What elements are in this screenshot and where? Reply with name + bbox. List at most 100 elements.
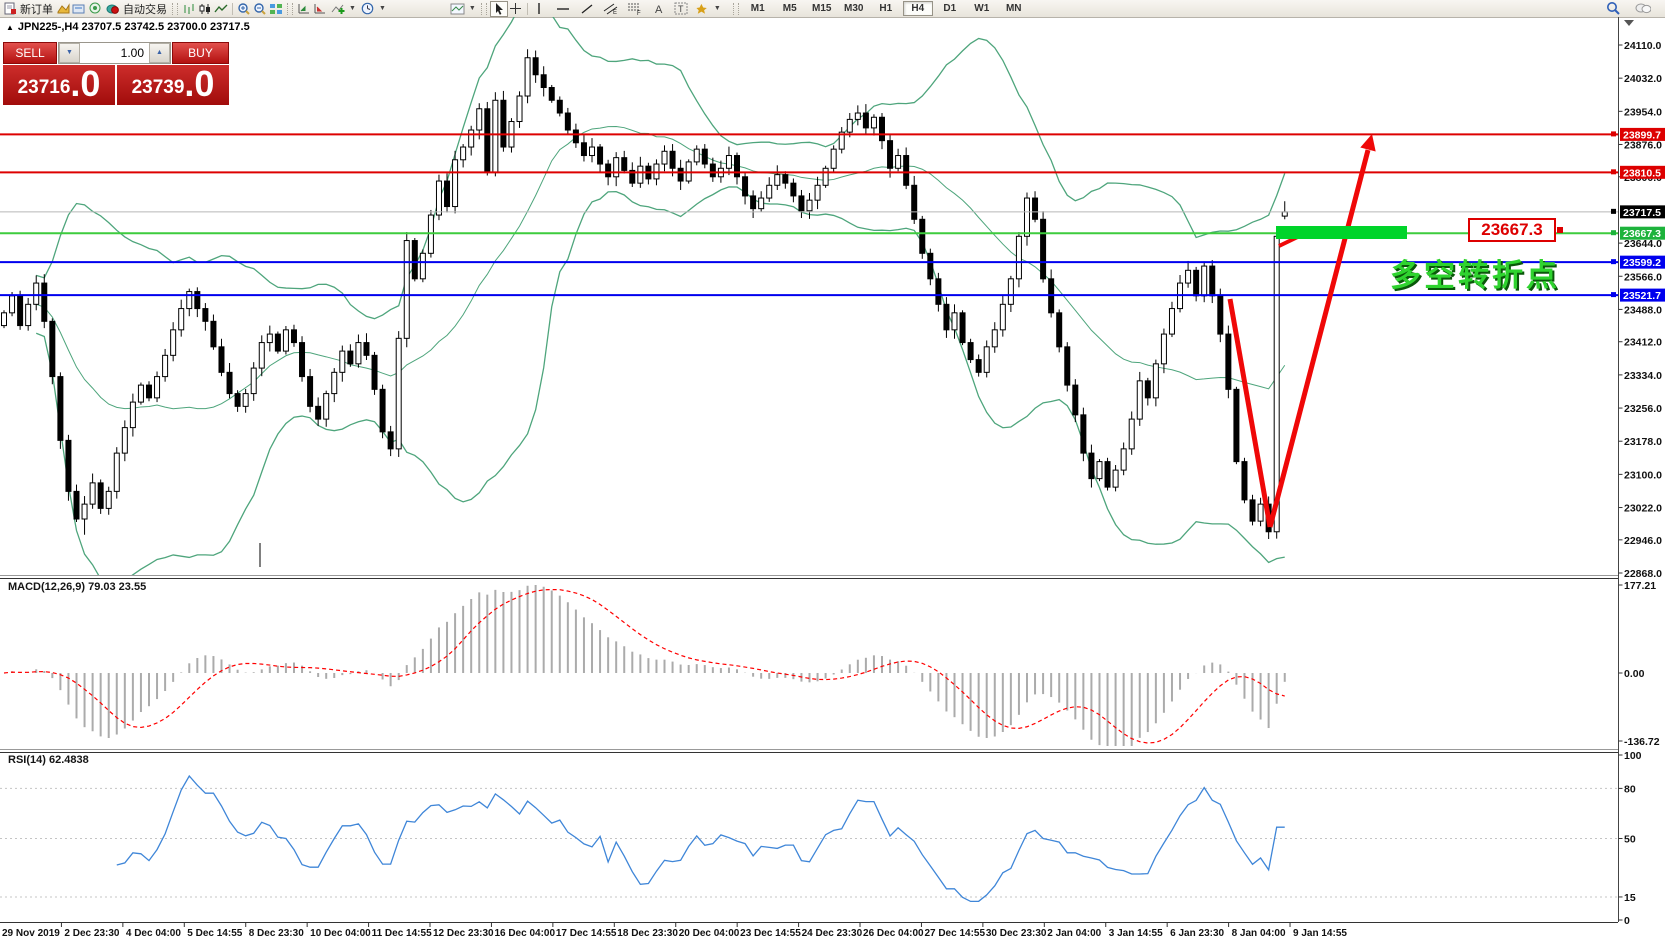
templates-button[interactable]: ▼ bbox=[448, 1, 478, 16]
bollinger-upper-band bbox=[36, 17, 1286, 320]
volume-value[interactable]: 1.00 bbox=[120, 46, 144, 60]
timeframe-button-h1[interactable]: H1 bbox=[879, 3, 893, 14]
buy-price-tile[interactable]: 23739 .0 bbox=[117, 65, 229, 105]
v-reversal-arrow[interactable] bbox=[1227, 134, 1376, 528]
horizontal-line-icon[interactable] bbox=[555, 2, 571, 16]
sell-price-dec: .0 bbox=[70, 63, 101, 104]
buy-button[interactable]: BUY bbox=[172, 42, 229, 64]
zoom-out-icon[interactable] bbox=[252, 2, 268, 16]
sound-icon[interactable] bbox=[87, 2, 103, 16]
indicators-buy-icon[interactable] bbox=[296, 2, 312, 16]
fibonacci-icon[interactable]: F bbox=[627, 2, 643, 16]
one-click-trading-panel: SELL ▼ 1.00 ▲ BUY 23716 .0 23739 .0 bbox=[3, 42, 229, 105]
add-indicator-button[interactable]: ▼ bbox=[328, 1, 358, 16]
price-tick-label: 23644.0 bbox=[1624, 238, 1662, 250]
time-tick-label: 16 Dec 04:00 bbox=[494, 928, 555, 939]
svg-text:A: A bbox=[655, 4, 663, 15]
macd-signal-line bbox=[3, 589, 1285, 744]
timeframe-button-mn[interactable]: MN bbox=[1005, 3, 1022, 14]
add-indicator-icon bbox=[330, 2, 346, 16]
autotrade-icon bbox=[105, 2, 121, 16]
autotrade-button[interactable]: 自动交易 bbox=[103, 1, 169, 16]
text-label-icon[interactable]: T bbox=[673, 2, 689, 16]
timeframe-button-m15[interactable]: M15 bbox=[812, 3, 832, 14]
price-line-badge: 23717.5 bbox=[1611, 205, 1665, 219]
periods-button[interactable]: ▼ bbox=[358, 1, 388, 16]
toolbar-grip bbox=[732, 2, 739, 15]
turning-point-annotation[interactable]: 多空转折点 bbox=[1390, 258, 1560, 293]
zoom-in-icon[interactable] bbox=[236, 2, 252, 16]
symbol-ohlc-bar[interactable]: ▲ JPN225-,H4 23707.5 23742.5 23700.0 2371… bbox=[6, 21, 250, 33]
svg-text:F: F bbox=[637, 11, 641, 15]
dropdown-caret: ▼ bbox=[349, 5, 356, 12]
timeframe-button-d1[interactable]: D1 bbox=[943, 3, 957, 14]
trendline-icon[interactable] bbox=[579, 2, 595, 16]
time-tick-label: 3 Jan 14:55 bbox=[1109, 928, 1163, 939]
rsi-axis-label: 0 bbox=[1624, 915, 1630, 927]
macd-axis-label: -136.72 bbox=[1624, 736, 1660, 748]
vertical-line-icon[interactable] bbox=[531, 2, 547, 16]
price-tick-label: 22946.0 bbox=[1624, 535, 1662, 547]
price-tick-label: 23954.0 bbox=[1624, 106, 1662, 118]
green-zone-rectangle[interactable] bbox=[1276, 226, 1407, 239]
rsi-axis-label: 100 bbox=[1624, 750, 1642, 762]
shapes-button[interactable]: ▼ bbox=[693, 1, 723, 16]
price-line-badge: 23667.3 bbox=[1611, 226, 1665, 240]
callout-handle[interactable] bbox=[1557, 227, 1563, 233]
time-tick-label: 5 Dec 14:55 bbox=[187, 928, 242, 939]
volume-down-button[interactable]: ▼ bbox=[59, 43, 80, 63]
timeframe-button-w1[interactable]: W1 bbox=[974, 3, 990, 14]
timeframe-button-m1[interactable]: M1 bbox=[750, 3, 765, 14]
time-tick-label: 17 Dec 14:55 bbox=[556, 928, 617, 939]
bar-chart-icon[interactable] bbox=[181, 2, 197, 16]
line-chart-icon[interactable] bbox=[213, 2, 229, 16]
symbol-ohlc-text: JPN225-,H4 23707.5 23742.5 23700.0 23717… bbox=[17, 21, 250, 33]
search-icon[interactable] bbox=[1605, 2, 1621, 16]
tile-windows-icon[interactable] bbox=[268, 2, 284, 16]
volume-up-button[interactable]: ▲ bbox=[149, 43, 170, 63]
timeframe-button-h4[interactable]: H4 bbox=[902, 1, 933, 16]
dropdown-caret: ▼ bbox=[378, 5, 386, 12]
price-tick-label: 23022.0 bbox=[1624, 503, 1662, 515]
bollinger-middle-band bbox=[36, 126, 1286, 410]
price-tick-label: 24110.0 bbox=[1624, 40, 1662, 52]
price-tick-label: 23334.0 bbox=[1624, 370, 1662, 382]
timeframe-toolbar: M1 M5 M15 M30 H1 H4 D1 W1 MN bbox=[742, 1, 1030, 16]
time-tick-label: 9 Jan 14:55 bbox=[1293, 928, 1347, 939]
time-tick-label: 2 Dec 23:30 bbox=[64, 928, 119, 939]
toolbar-grip bbox=[172, 2, 178, 15]
buy-price-int: 23739 bbox=[131, 77, 185, 98]
new-order-button[interactable]: 新订单 bbox=[0, 1, 55, 16]
market-watch-icon[interactable] bbox=[71, 2, 87, 16]
toolbar-grip bbox=[287, 2, 293, 15]
text-icon[interactable]: A bbox=[651, 2, 667, 16]
time-tick-label: 24 Dec 23:30 bbox=[802, 928, 863, 939]
svg-text:23521.7: 23521.7 bbox=[1623, 290, 1661, 302]
time-tick-label: 6 Jan 23:30 bbox=[1170, 928, 1224, 939]
candlestick-chart-icon[interactable] bbox=[197, 2, 213, 16]
crosshair-icon[interactable] bbox=[508, 2, 524, 16]
indicator-window-icon[interactable] bbox=[55, 2, 71, 16]
price-tick-label: 23566.0 bbox=[1624, 271, 1662, 283]
sell-button[interactable]: SELL bbox=[3, 42, 57, 64]
cursor-icon[interactable] bbox=[489, 0, 508, 17]
autotrade-label: 自动交易 bbox=[123, 3, 167, 16]
buy-price-dec: .0 bbox=[184, 63, 215, 104]
price-callout-box[interactable]: 23667.3 bbox=[1468, 218, 1556, 242]
timeframe-button-m30[interactable]: M30 bbox=[844, 3, 864, 14]
price-axis: 24110.024032.023954.023876.023800.023644… bbox=[1611, 40, 1665, 927]
chat-icon[interactable] bbox=[1635, 2, 1651, 16]
time-tick-label: 8 Dec 23:30 bbox=[249, 928, 304, 939]
price-tick-label: 24032.0 bbox=[1624, 73, 1662, 85]
price-line-badge: 23521.7 bbox=[1611, 288, 1665, 302]
indicators-sell-icon[interactable] bbox=[312, 2, 328, 16]
sell-price-tile[interactable]: 23716 .0 bbox=[3, 65, 115, 105]
chart-shift-marker[interactable] bbox=[1624, 20, 1634, 26]
time-tick-label: 2 Jan 04:00 bbox=[1047, 928, 1101, 939]
timeframe-button-m5[interactable]: M5 bbox=[782, 3, 797, 14]
channel-icon[interactable]: E bbox=[603, 2, 619, 16]
time-tick-label: 30 Dec 23:30 bbox=[986, 928, 1047, 939]
main-plot bbox=[1, 17, 1288, 575]
